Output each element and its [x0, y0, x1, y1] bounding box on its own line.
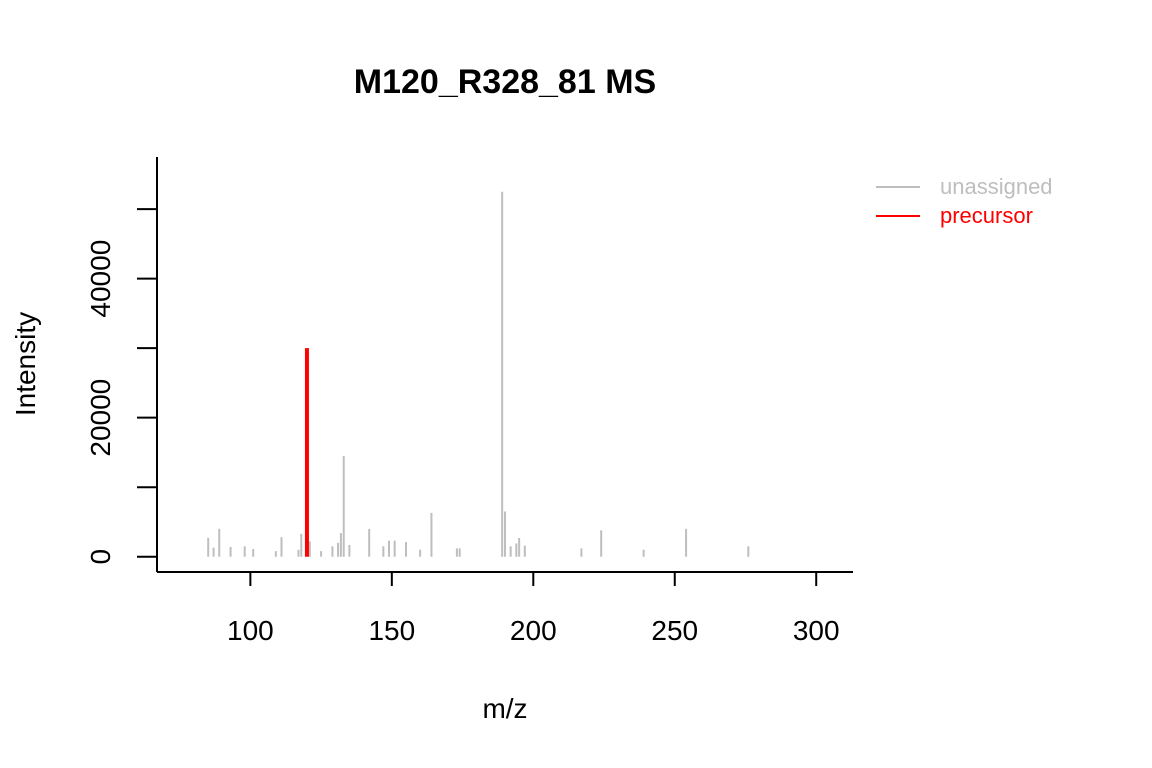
legend-label-unassigned: unassigned — [940, 174, 1053, 199]
x-tick-label: 200 — [510, 615, 557, 646]
y-tick-label: 40000 — [85, 240, 116, 318]
y-axis-ticks: 0 20000 40000 — [85, 208, 157, 565]
y-tick-label: 20000 — [85, 379, 116, 457]
x-tick-label: 300 — [793, 615, 840, 646]
y-axis-label: Intensity — [10, 312, 41, 416]
spectrum-peaks — [207, 191, 750, 557]
x-tick-label: 150 — [368, 615, 415, 646]
x-axis-ticks: 100 150 200 250 300 — [227, 572, 840, 646]
chart-title: M120_R328_81 MS — [354, 63, 656, 101]
y-tick-label: 0 — [85, 549, 116, 565]
legend: unassigned precursor — [876, 174, 1053, 228]
legend-label-precursor: precursor — [940, 203, 1033, 228]
x-tick-label: 250 — [651, 615, 698, 646]
x-tick-label: 100 — [227, 615, 274, 646]
x-axis-label: m/z — [482, 693, 527, 724]
